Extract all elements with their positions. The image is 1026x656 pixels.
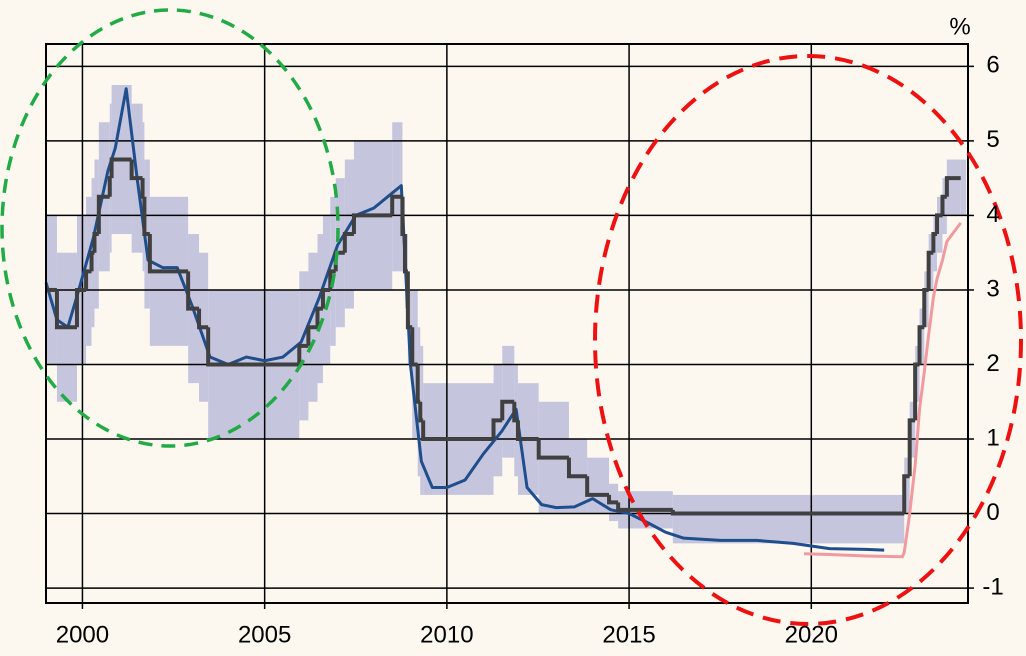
y-tick-label: 2 [986,350,999,377]
corridor-band [904,457,910,514]
step-segment [607,494,619,505]
y-tick-label: 6 [986,52,999,79]
step-segment [917,325,925,365]
step-segment [944,176,961,197]
step-segment [418,401,424,423]
y-tick-label: -1 [982,573,1003,600]
y-tick-label: 1 [986,424,999,451]
step-segment [328,269,336,290]
step-segment [536,439,569,460]
highlight-ellipse [593,54,1023,626]
x-tick-label: 2010 [420,621,473,648]
plot-area [44,44,968,603]
step-segment [107,176,112,197]
step-segment [186,271,200,311]
step-segment [670,509,905,516]
step-segment [84,269,92,290]
corridor-band [937,196,943,253]
corridor-band [946,159,961,216]
step-segment [390,194,403,216]
y-tick-label: 0 [986,499,999,526]
corridor-band [909,401,916,458]
corridor-band [915,345,920,402]
step-segment [515,420,539,442]
step-segment [585,476,610,497]
step-segment [140,178,145,199]
step-segment [500,399,515,421]
step-segment [566,457,588,479]
step-segment [421,420,494,442]
step-segment [935,213,943,235]
plot-frame [45,43,969,604]
step-segment [351,213,393,235]
step-segment [129,159,143,181]
corridor-band [924,271,929,328]
step-segment [197,308,209,330]
step-segment [410,327,418,367]
step-segment [491,418,503,440]
corridor-band [928,234,934,290]
step-segment [320,287,331,309]
x-tick-label: 2020 [785,621,838,648]
x-tick-label: 2000 [56,621,109,648]
x-tick-label: 2015 [602,621,655,648]
step-segment [109,157,132,179]
step-segment [512,401,518,423]
step-segment [206,327,300,367]
y-tick-label: 3 [986,275,999,302]
corridor-band [942,178,947,235]
step-segment [147,234,189,274]
highlight-ellipse [0,8,340,448]
corridor-band [672,494,905,544]
y-tick-label: 5 [986,126,999,153]
step-segment [306,325,318,346]
step-segment [297,343,309,365]
rate-line [803,221,962,559]
corridor-band [960,159,967,216]
step-segment [96,194,110,235]
step-segment [54,289,77,330]
step-segment [342,232,354,253]
step-segment [74,287,87,328]
x-tick-label: 2005 [238,621,291,648]
y-tick-label: 4 [986,201,999,228]
y-unit: % [949,13,970,40]
corridor-band [919,308,925,365]
step-segment [616,502,673,512]
